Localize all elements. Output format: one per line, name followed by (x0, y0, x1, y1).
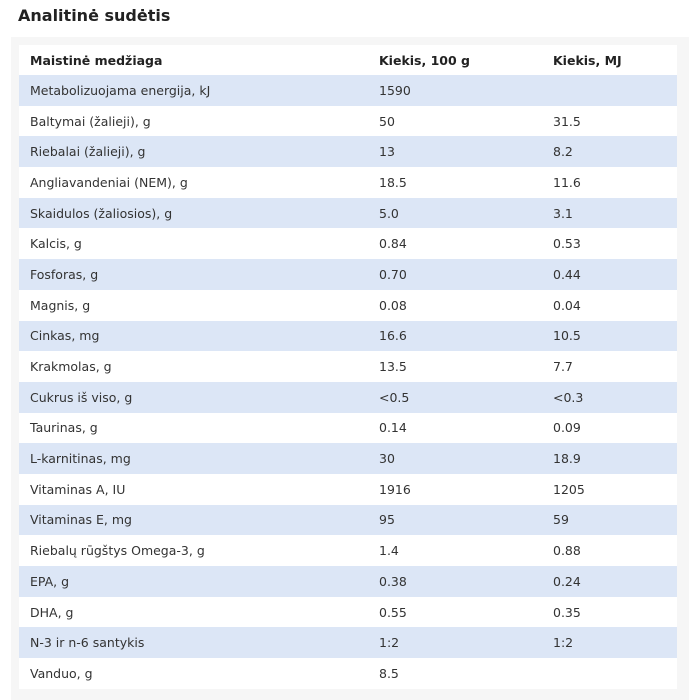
cell-nutrient: Skaidulos (žaliosios), g (19, 197, 368, 229)
cell-amount-mj: 0.24 (542, 566, 677, 597)
column-header-nutrient: Maistinė medžiaga (19, 45, 368, 75)
cell-nutrient: Angliavandeniai (NEM), g (19, 167, 368, 198)
table-row: Vitaminas A, IU 1916 1205 (19, 473, 677, 505)
cell-amount-100g: 16.6 (368, 320, 542, 352)
cell-amount-mj: 0.44 (542, 259, 677, 290)
cell-amount-100g: 0.84 (368, 228, 542, 260)
table-row: N-3 ir n-6 santykis 1:2 1:2 (19, 627, 677, 659)
table-row: Metabolizuojama energija, kJ 1590 (19, 75, 677, 106)
cell-amount-mj: 0.09 (542, 412, 677, 444)
table-header: Maistinė medžiaga Kiekis, 100 g Kiekis, … (19, 45, 677, 75)
table-row: DHA, g 0.55 0.35 (19, 596, 677, 628)
cell-amount-mj: 0.53 (542, 228, 677, 260)
cell-nutrient: Vitaminas E, mg (19, 504, 368, 536)
table-row: Cinkas, mg 16.6 10.5 (19, 320, 677, 352)
cell-amount-mj: 8.2 (542, 136, 677, 168)
cell-amount-100g: 0.70 (368, 259, 542, 290)
cell-nutrient: Cukrus iš viso, g (19, 381, 368, 413)
cell-amount-mj: 11.6 (542, 167, 677, 198)
table-row: Magnis, g 0.08 0.04 (19, 289, 677, 321)
cell-amount-100g: 0.14 (368, 412, 542, 444)
cell-nutrient: Baltymai (žalieji), g (19, 105, 368, 137)
cell-amount-100g: 13.5 (368, 351, 542, 382)
cell-amount-mj: 1205 (542, 473, 677, 505)
cell-amount-mj: 59 (542, 504, 677, 536)
cell-amount-100g: 95 (368, 504, 542, 536)
table-body: Metabolizuojama energija, kJ 1590 Baltymai… (19, 75, 677, 689)
cell-amount-100g: 0.08 (368, 289, 542, 321)
cell-amount-100g: <0.5 (368, 381, 542, 413)
column-header-amount-100g: Kiekis, 100 g (368, 45, 542, 75)
cell-amount-100g: 30 (368, 443, 542, 474)
cell-amount-mj: <0.3 (542, 381, 677, 413)
cell-amount-mj: 0.04 (542, 289, 677, 321)
table-row: Taurinas, g 0.14 0.09 (19, 412, 677, 444)
cell-amount-100g: 5.0 (368, 197, 542, 229)
cell-nutrient: Magnis, g (19, 289, 368, 321)
table-row: L-karnitinas, mg 30 18.9 (19, 443, 677, 474)
cell-amount-100g: 1:2 (368, 627, 542, 659)
cell-nutrient: EPA, g (19, 566, 368, 597)
table-row: Riebalai (žalieji), g 13 8.2 (19, 136, 677, 168)
cell-amount-mj (542, 658, 677, 689)
table-row: Fosforas, g 0.70 0.44 (19, 259, 677, 290)
cell-amount-mj: 31.5 (542, 105, 677, 137)
cell-amount-mj: 0.88 (542, 535, 677, 566)
cell-amount-100g: 8.5 (368, 658, 542, 689)
table-row: Baltymai (žalieji), g 50 31.5 (19, 105, 677, 137)
cell-nutrient: Taurinas, g (19, 412, 368, 444)
cell-amount-100g: 1590 (368, 75, 542, 106)
column-header-amount-mj: Kiekis, MJ (542, 45, 677, 75)
table-row: Kalcis, g 0.84 0.53 (19, 228, 677, 260)
cell-amount-mj: 18.9 (542, 443, 677, 474)
table-row: Angliavandeniai (NEM), g 18.5 11.6 (19, 167, 677, 198)
table-row: Vanduo, g 8.5 (19, 658, 677, 689)
cell-nutrient: N-3 ir n-6 santykis (19, 627, 368, 659)
cell-nutrient: Krakmolas, g (19, 351, 368, 382)
cell-amount-100g: 1.4 (368, 535, 542, 566)
cell-amount-100g: 13 (368, 136, 542, 168)
cell-nutrient: Riebalų rūgštys Omega-3, g (19, 535, 368, 566)
cell-amount-mj: 3.1 (542, 197, 677, 229)
cell-nutrient: Vitaminas A, IU (19, 473, 368, 505)
cell-nutrient: Metabolizuojama energija, kJ (19, 75, 368, 106)
cell-nutrient: L-karnitinas, mg (19, 443, 368, 474)
cell-amount-100g: 0.38 (368, 566, 542, 597)
table-row: Vitaminas E, mg 95 59 (19, 504, 677, 536)
cell-amount-100g: 0.55 (368, 596, 542, 628)
table-row: EPA, g 0.38 0.24 (19, 566, 677, 597)
cell-amount-mj: 7.7 (542, 351, 677, 382)
cell-nutrient: Kalcis, g (19, 228, 368, 260)
cell-amount-mj: 10.5 (542, 320, 677, 352)
table-row: Skaidulos (žaliosios), g 5.0 3.1 (19, 197, 677, 229)
cell-amount-mj: 0.35 (542, 596, 677, 628)
cell-nutrient: Riebalai (žalieji), g (19, 136, 368, 168)
cell-amount-mj: 1:2 (542, 627, 677, 659)
cell-nutrient: Vanduo, g (19, 658, 368, 689)
cell-amount-mj (542, 75, 677, 106)
cell-amount-100g: 18.5 (368, 167, 542, 198)
cell-nutrient: Cinkas, mg (19, 320, 368, 352)
cell-nutrient: Fosforas, g (19, 259, 368, 290)
cell-nutrient: DHA, g (19, 596, 368, 628)
table-row: Riebalų rūgštys Omega-3, g 1.4 0.88 (19, 535, 677, 566)
table-row: Cukrus iš viso, g <0.5 <0.3 (19, 381, 677, 413)
header-row: Maistinė medžiaga Kiekis, 100 g Kiekis, … (19, 45, 677, 75)
nutrition-table: Maistinė medžiaga Kiekis, 100 g Kiekis, … (19, 45, 677, 689)
table-row: Krakmolas, g 13.5 7.7 (19, 351, 677, 382)
cell-amount-100g: 1916 (368, 473, 542, 505)
page-title: Analitinė sudėtis (18, 6, 171, 25)
cell-amount-100g: 50 (368, 105, 542, 137)
